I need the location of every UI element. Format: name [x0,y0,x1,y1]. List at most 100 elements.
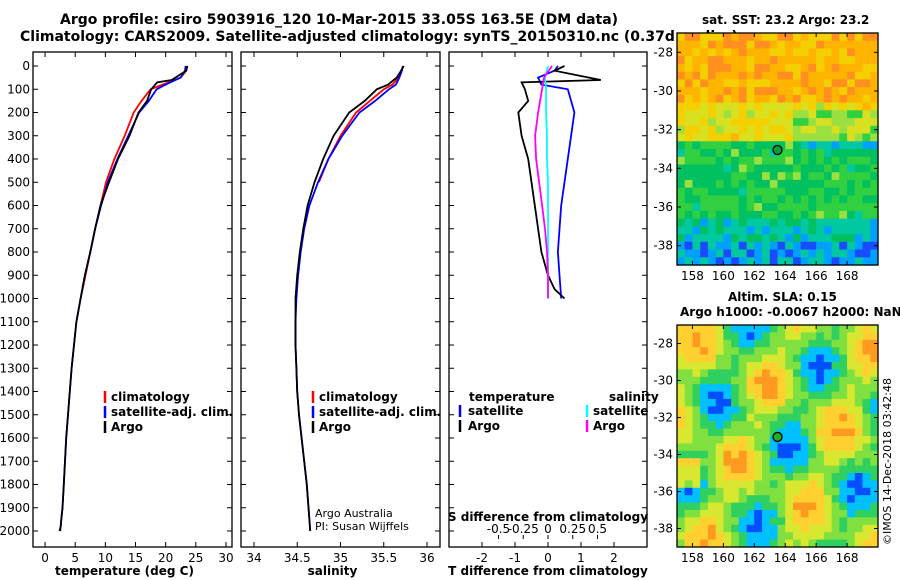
map-cell [769,187,779,196]
y-tick-label: -38 [653,239,673,253]
map-cell [762,40,771,49]
map-cell [677,56,686,65]
map-cell [793,487,802,496]
map-cell [723,362,732,370]
map-cell [793,110,802,119]
x-tick-label: 36 [419,551,434,565]
map-cell [707,156,717,165]
map-cell [707,376,717,385]
map-cell [746,94,755,104]
map-cell [831,48,840,57]
map-cell [785,524,794,533]
map-cell [839,473,848,481]
map-cell [677,164,686,173]
map-cell [707,458,717,467]
map-cell [754,532,763,541]
map-cell [831,210,840,220]
map-cell [700,79,709,88]
map-cell [707,524,717,533]
map-cell [847,187,856,196]
map-cell [870,539,879,548]
map-cell [715,48,724,57]
map-cell [785,234,794,243]
map-cell [769,203,779,212]
map-cell [746,406,755,415]
map-cell [677,413,686,422]
map-cell [823,347,833,356]
map-cell [800,325,809,333]
map-cell [692,436,701,444]
plot-frame [32,51,233,548]
map-cell [684,443,693,452]
series-line-argo [294,65,405,532]
map-cell [715,413,724,422]
map-cell [808,502,817,511]
map-cell [684,79,693,88]
map-cell [738,141,748,150]
map-cell [808,495,817,504]
map-cell [762,257,771,266]
map-cell [769,79,779,88]
map-cell [700,226,709,235]
map-cell [816,118,825,127]
map-cell [823,187,833,196]
map-cell [746,210,755,220]
map-cell [723,436,732,444]
map-cell [800,133,809,142]
map-cell [746,376,755,385]
map-cell [816,354,825,363]
map-cell [731,524,740,533]
map-cell [839,339,848,348]
map-cell [831,63,840,73]
map-cell [754,391,763,400]
map-cell [854,187,864,196]
map-cell [700,347,709,356]
map-cell [769,339,779,348]
map-cell [777,436,786,444]
map-cell [769,249,779,258]
map-cell [785,539,794,548]
series-line-temperature-satellite [536,65,576,299]
map-cell [870,187,879,196]
map-cell [823,502,833,511]
map-cell [731,87,740,96]
map-cell [808,94,817,104]
map-cell [754,450,763,459]
map-cell [738,517,748,526]
map-cell [847,517,856,526]
map-cell [700,465,709,474]
map-cell [793,234,802,243]
map-cell [746,532,755,541]
map-cell [731,56,740,65]
map-cell [677,332,686,341]
map-cell [839,362,848,370]
map-cell [684,384,693,393]
x-tick-label: -1 [509,551,521,565]
map-cell [793,133,802,142]
map-cell [731,502,740,511]
map-cell [870,517,879,526]
map-cell [785,187,794,196]
map-cell [715,218,724,227]
map-cell [707,539,717,548]
map-cell [839,79,848,88]
x-tick-label: 34 [246,551,261,565]
map-cell [808,226,817,235]
map-cell [723,56,732,65]
map-cell [870,71,879,80]
map-cell [754,48,763,57]
map-cell [862,354,871,363]
map-cell [762,517,771,526]
map-cell [862,63,871,73]
map-cell [715,406,724,415]
map-cell [700,354,709,363]
map-cell [777,63,786,73]
map-cell [785,210,794,220]
map-cell [677,102,686,111]
map-cell [746,71,755,80]
map-cell [692,339,701,348]
x2-tick-label: 0.25 [559,522,586,536]
map-cell [723,48,732,57]
map-cell [808,149,817,158]
y-tick-label: 1300 [0,361,30,375]
